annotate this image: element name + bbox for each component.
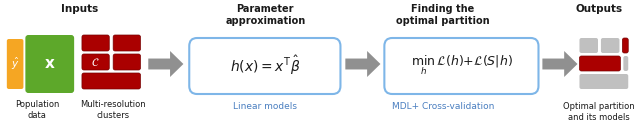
Text: MDL+ Cross-validation: MDL+ Cross-validation (392, 102, 494, 111)
Text: $h(x) = x^\mathsf{T}\hat{\beta}$: $h(x) = x^\mathsf{T}\hat{\beta}$ (230, 53, 301, 77)
FancyBboxPatch shape (82, 54, 109, 70)
Polygon shape (542, 51, 577, 77)
FancyBboxPatch shape (579, 56, 620, 71)
FancyBboxPatch shape (113, 54, 140, 70)
FancyBboxPatch shape (623, 56, 628, 71)
Text: $\mathcal{C}$: $\mathcal{C}$ (92, 56, 100, 68)
FancyBboxPatch shape (385, 38, 538, 94)
FancyBboxPatch shape (622, 38, 628, 53)
Text: $\min_h\,\mathcal{L}(h) + \mathcal{L}(S|h)$: $\min_h\,\mathcal{L}(h) + \mathcal{L}(S|… (410, 53, 513, 77)
FancyBboxPatch shape (26, 35, 74, 93)
FancyBboxPatch shape (579, 38, 598, 53)
Text: Multi-resolution
clusters: Multi-resolution clusters (81, 100, 146, 120)
Polygon shape (346, 51, 380, 77)
Text: $\hat{y}$: $\hat{y}$ (11, 56, 19, 72)
Polygon shape (148, 51, 184, 77)
FancyBboxPatch shape (82, 73, 140, 89)
FancyBboxPatch shape (601, 38, 620, 53)
FancyBboxPatch shape (113, 35, 140, 51)
Text: x: x (45, 56, 54, 72)
FancyBboxPatch shape (7, 39, 24, 89)
Text: Population
data: Population data (15, 100, 60, 120)
Text: Optimal partition
and its models: Optimal partition and its models (563, 102, 635, 122)
Text: Finding the
optimal partition: Finding the optimal partition (396, 4, 490, 26)
Text: Linear models: Linear models (234, 102, 298, 111)
FancyBboxPatch shape (579, 74, 628, 89)
FancyBboxPatch shape (189, 38, 340, 94)
FancyBboxPatch shape (82, 35, 109, 51)
Text: Parameter
approximation: Parameter approximation (225, 4, 305, 26)
Text: Outputs: Outputs (575, 4, 623, 14)
Text: Inputs: Inputs (61, 4, 99, 14)
